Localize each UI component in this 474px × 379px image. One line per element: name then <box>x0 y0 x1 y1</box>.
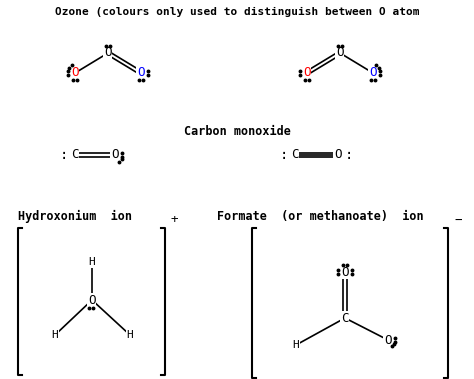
Text: :: : <box>280 148 288 162</box>
Text: Carbon monoxide: Carbon monoxide <box>183 125 291 138</box>
Text: −: − <box>454 213 462 227</box>
Text: O: O <box>71 66 79 80</box>
Text: H: H <box>292 340 300 350</box>
Text: O: O <box>88 293 96 307</box>
Text: :: : <box>60 148 68 162</box>
Text: O: O <box>104 47 112 60</box>
Text: O: O <box>384 334 392 346</box>
Text: Formate  (or methanoate)  ion: Formate (or methanoate) ion <box>217 210 423 223</box>
Text: O: O <box>137 66 145 80</box>
Text: Ozone (colours only used to distinguish between O atom: Ozone (colours only used to distinguish … <box>55 7 419 17</box>
Text: O: O <box>334 149 342 161</box>
Text: O: O <box>303 66 311 80</box>
Text: C: C <box>341 312 349 324</box>
Text: Hydroxonium  ion: Hydroxonium ion <box>18 210 132 223</box>
Text: O: O <box>341 266 349 279</box>
Text: :: : <box>345 148 353 162</box>
Text: H: H <box>127 330 133 340</box>
Text: C: C <box>71 149 79 161</box>
Text: H: H <box>52 330 58 340</box>
Text: +: + <box>171 213 179 227</box>
Text: C: C <box>291 149 299 161</box>
Text: O: O <box>111 149 119 161</box>
Text: O: O <box>369 66 377 80</box>
Text: H: H <box>89 257 95 267</box>
Text: O: O <box>336 47 344 60</box>
